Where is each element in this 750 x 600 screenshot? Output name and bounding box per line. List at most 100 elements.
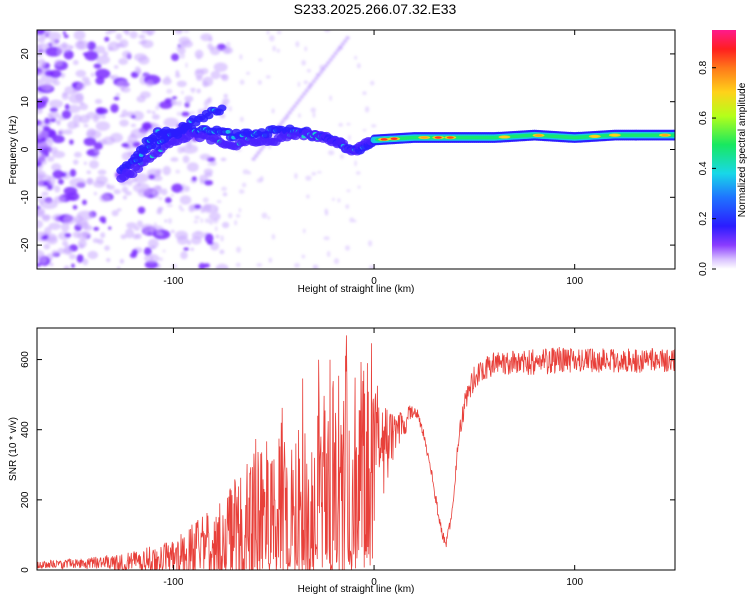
spectrogram-noise-blob [150, 122, 156, 126]
spectrogram-noise-blob [49, 69, 62, 79]
spectrogram-noise-blob [118, 57, 129, 65]
spectrogram-noise-blob [188, 204, 195, 213]
spectrogram-noise-blob [83, 124, 89, 128]
spectrogram-noise-blob [67, 121, 78, 130]
spectrogram-noise-blob [96, 55, 111, 65]
spectrogram-noise-blob [64, 233, 72, 238]
spectrogram-noise-blob [37, 36, 46, 43]
spectrogram-noise-blob [63, 265, 71, 269]
colorbar-tick-label: 0.4 [698, 161, 709, 175]
spectrogram-noise-blob [294, 172, 298, 179]
spectrogram-noise-blob [219, 249, 225, 255]
spectrogram-noise-blob [234, 219, 238, 226]
spectrogram-noise-blob [210, 46, 215, 51]
spectrogram-noise-blob [72, 59, 79, 66]
spectrogram-noise-blob [295, 41, 300, 48]
spectrogram-noise-blob [41, 67, 47, 72]
spectrogram-noise-blob [83, 80, 92, 86]
spectrogram-noise-blob [258, 58, 263, 62]
spectrogram-noise-blob [196, 88, 201, 94]
spectrogram-noise-blob [265, 75, 271, 79]
snr-x-tick-label: 0 [371, 577, 377, 588]
spectrogram-noise-blob [194, 68, 204, 79]
spectrogram-noise-blob [303, 80, 309, 85]
spectrogram-noise-blob [268, 257, 273, 263]
spectrogram-noise-blob [144, 253, 160, 263]
spectrogram-noise-blob [133, 53, 147, 62]
spectrogram-noise-blob [171, 263, 178, 269]
spectrogram-noise-blob [67, 104, 81, 114]
spectrogram-noise-blob [69, 169, 77, 177]
spectrogram-noise-blob [346, 189, 351, 193]
spectrogram-noise-blob [239, 79, 245, 85]
spectrogram-noise-blob [225, 41, 231, 48]
spectrogram-noise-blob [37, 99, 47, 110]
spectrogram-noise-blob [122, 195, 128, 200]
spectrogram-noise-blob [261, 212, 268, 219]
spectrogram-noise-blob [63, 186, 78, 196]
spectrogram-noise-blob [142, 230, 149, 235]
spectrogram-noise-blob [176, 111, 182, 116]
spectrogram-noise-blob [115, 33, 123, 41]
spectrogram-noise-blob [74, 40, 90, 50]
spectrogram-branch-blob [204, 112, 214, 120]
spectrogram-noise-blob [37, 70, 41, 75]
spectrogram-noise-blob [115, 93, 121, 97]
spectrogram-noise-blob [57, 43, 73, 53]
spectrogram-noise-blob [122, 50, 132, 59]
spectrogram-noise-blob [43, 243, 51, 250]
spectrogram-noise-blob [56, 50, 62, 55]
spectrogram-streak-blob [309, 82, 314, 87]
spectrogram-noise-blob [346, 122, 351, 126]
spectrogram-noise-blob [86, 41, 97, 51]
spectrogram-noise-blob [170, 229, 175, 234]
spectrogram-noise-blob [171, 96, 178, 100]
spectrogram-noise-blob [162, 165, 171, 176]
spectrogram-noise-blob [61, 222, 70, 233]
spectrogram-noise-blob [301, 254, 306, 259]
spectrogram-noise-blob [155, 185, 162, 191]
spectrogram-noise-blob [39, 256, 48, 264]
spectrogram-branch-blob [217, 104, 227, 112]
spectrogram-noise-blob [268, 35, 275, 42]
snr-frame [36, 327, 676, 571]
spectrogram-noise-blob [145, 80, 154, 88]
spectrogram-noise-blob [204, 233, 214, 244]
spectrogram-streak-blob [335, 48, 341, 53]
spectrogram-noise-blob [37, 127, 41, 131]
spectrogram-noise-blob [101, 114, 106, 119]
spectrogram-noise-blob [324, 208, 329, 214]
spectrogram-noise-blob [176, 100, 183, 107]
spectrogram-hot-spot [591, 135, 599, 138]
spectrogram-noise-blob [63, 50, 74, 60]
spectrogram-noise-blob [111, 209, 119, 217]
spectrogram-noise-blob [183, 247, 190, 251]
spectrogram-noise-blob [311, 171, 317, 176]
spectrogram-noise-blob [215, 234, 220, 239]
spectrogram-noise-blob [247, 171, 251, 175]
spectrogram-noise-blob [324, 30, 331, 33]
spectrogram-noise-blob [47, 31, 62, 41]
colorbar-ticks: 0.0 0.2 0.4 0.6 0.8 [698, 60, 716, 276]
spectrogram-noise-blob [51, 250, 59, 256]
spectrogram-noise-blob [116, 208, 122, 212]
spectrogram-noise-blob [158, 196, 163, 201]
spectrogram-noise-blob [176, 80, 187, 88]
spectrogram-noise-blob [76, 254, 84, 263]
spectrogram-noise-blob [47, 175, 56, 186]
spectrogram-noise-blob [37, 219, 44, 229]
spectrogram-noise-blob [357, 185, 361, 189]
spectrogram-noise-blob [76, 82, 86, 90]
spectrogram-noise-blob [37, 78, 44, 86]
spectrogram-y-axis-label: Frequency (Hz) [8, 116, 19, 185]
spectrogram-noise-blob [94, 98, 103, 105]
spectrogram-noise-blob [69, 254, 77, 260]
spectrogram-noise-blob [305, 175, 312, 181]
spectrogram-noise-blob [100, 232, 106, 239]
spectrogram-noise-blob [170, 193, 174, 198]
spectrogram-ridge-blob [127, 170, 138, 179]
spectrogram-noise-blob [362, 91, 367, 96]
spectrogram-noise-blob [83, 137, 97, 147]
spectrogram-hot-spot [420, 136, 428, 139]
spectrogram-noise-blob [154, 170, 161, 177]
